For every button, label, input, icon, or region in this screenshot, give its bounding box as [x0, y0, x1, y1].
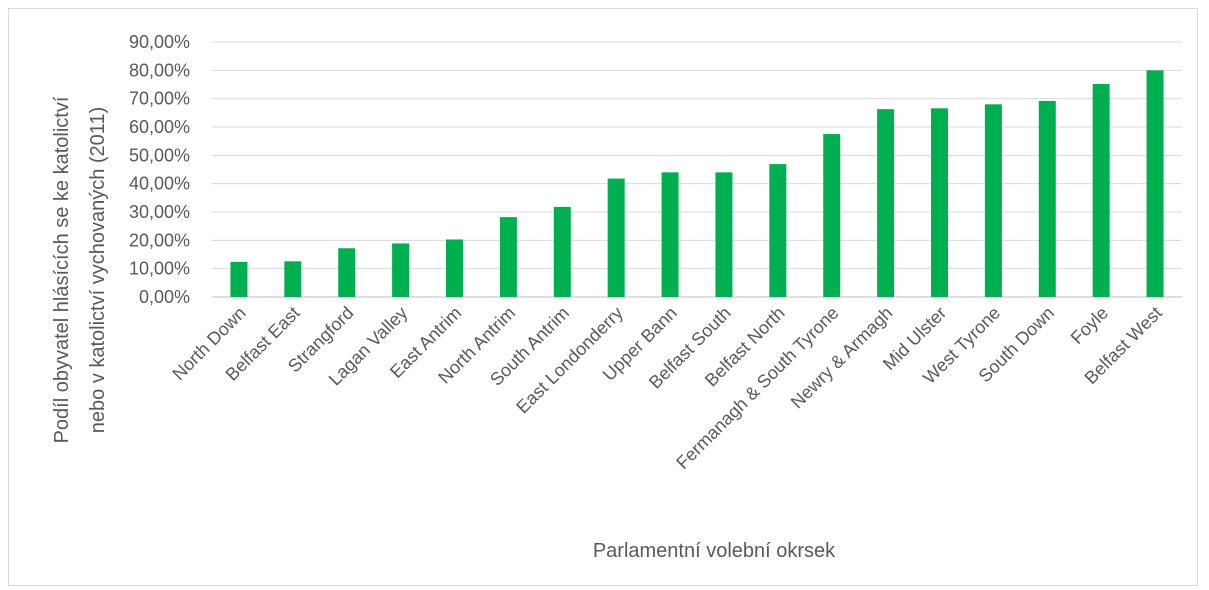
- y-tick-label: 40,00%: [129, 174, 190, 194]
- bar: [446, 239, 463, 297]
- bar: [823, 134, 841, 297]
- gridlines: [212, 41, 1182, 298]
- bar: [877, 109, 895, 298]
- bar: [1092, 83, 1110, 297]
- bar: [984, 104, 1002, 297]
- y-tick-label: 50,00%: [129, 145, 190, 165]
- x-axis-title: Parlamentní volební okrsek: [593, 540, 836, 562]
- y-tick-label: 80,00%: [129, 60, 190, 80]
- bar: [284, 261, 302, 297]
- y-tick-label: 30,00%: [129, 202, 190, 222]
- y-tick-label: 20,00%: [129, 230, 190, 250]
- bar: [769, 164, 787, 297]
- bar: [661, 172, 679, 297]
- y-axis-tick-labels: 0,00% 10,00% 20,00% 30,00% 40,00% 50,00% 60,00…: [129, 32, 190, 307]
- x-tick-label: Foyle: [1067, 303, 1112, 348]
- bar: [715, 172, 733, 297]
- y-axis-title-line-2: nebo v katolictví vychovaných (2011): [87, 107, 109, 433]
- bar: [931, 108, 948, 297]
- bar: [553, 206, 571, 297]
- y-tick-label: 70,00%: [129, 89, 190, 109]
- bar: [607, 178, 625, 297]
- bar: [230, 261, 248, 297]
- bars: [230, 70, 1164, 298]
- y-axis-title-line-1: Podíl obyvatel hlásících se ke katolictv…: [51, 96, 73, 443]
- bar: [1146, 70, 1164, 297]
- bar: [392, 243, 410, 297]
- bar: [338, 248, 356, 297]
- bar: [1038, 100, 1056, 297]
- y-tick-label: 0,00%: [139, 287, 190, 307]
- y-tick-label: 10,00%: [129, 259, 190, 279]
- y-tick-label: 90,00%: [129, 32, 190, 52]
- y-tick-label: 60,00%: [129, 117, 190, 137]
- bar: [499, 217, 517, 297]
